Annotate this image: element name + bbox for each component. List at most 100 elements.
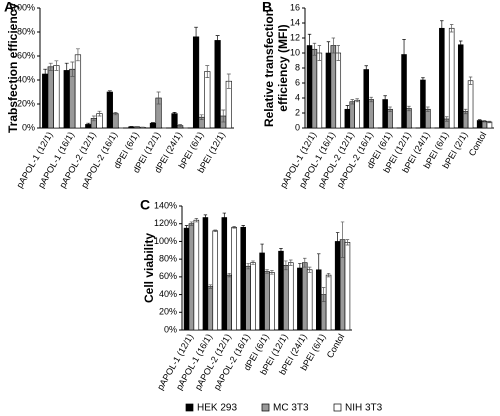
- y-tick-label: 14: [290, 17, 300, 27]
- error-bar: [107, 90, 112, 94]
- bar: HEK 293: [297, 267, 303, 331]
- error-bar: [307, 33, 312, 58]
- bar: HEK 293: [259, 252, 265, 331]
- y-tick-label: 12: [290, 32, 300, 42]
- y-tick-label: 8: [295, 62, 300, 72]
- bar: MC 3T3: [226, 274, 232, 331]
- error-bar: [129, 126, 134, 128]
- error-bar: [232, 226, 236, 229]
- bar: HEK 293: [171, 113, 178, 129]
- bar: NIH 3T3: [53, 65, 60, 129]
- bar: MC 3T3: [188, 223, 195, 331]
- bar: MC 3T3: [69, 68, 76, 129]
- bar: NIH 3T3: [193, 219, 200, 331]
- error-bar: [284, 260, 288, 271]
- y-tick-label: 6: [295, 77, 300, 87]
- bar: HEK 293: [334, 241, 341, 331]
- bar: MC 3T3: [311, 48, 318, 129]
- x-tick-label: Contol: [325, 332, 347, 360]
- error-bar: [265, 269, 269, 274]
- error-bar: [279, 248, 283, 255]
- error-bar: [326, 41, 331, 65]
- error-bar: [388, 106, 392, 112]
- error-bar: [97, 110, 102, 117]
- error-bar: [369, 96, 373, 103]
- error-bar: [156, 91, 161, 105]
- y-tick-label: 80%: [17, 26, 35, 36]
- bar: HEK 293: [106, 91, 113, 129]
- error-bar: [135, 126, 139, 128]
- error-bar: [75, 48, 80, 62]
- bar: NIH 3T3: [269, 272, 275, 331]
- bar: MC 3T3: [330, 45, 337, 129]
- error-bar: [150, 122, 155, 125]
- panel-label: C: [140, 197, 150, 213]
- error-bar: [221, 109, 226, 123]
- error-bar: [184, 225, 189, 232]
- y-tick-label: 100%: [154, 236, 177, 246]
- error-bar: [350, 99, 354, 105]
- error-bar: [64, 62, 69, 78]
- bar: NIH 3T3: [204, 71, 211, 129]
- bar: HEK 293: [439, 27, 445, 129]
- error-bar: [407, 105, 411, 112]
- bar: MC 3T3: [245, 265, 251, 331]
- error-bar: [307, 266, 312, 273]
- error-bar: [199, 114, 204, 120]
- y-tick-label: 20%: [17, 98, 35, 108]
- error-bar: [113, 112, 118, 116]
- error-bar: [345, 105, 350, 114]
- bar: MC 3T3: [368, 99, 374, 129]
- error-bar: [70, 61, 75, 77]
- error-bar: [383, 95, 387, 104]
- error-bar: [270, 270, 274, 275]
- error-bar: [402, 39, 406, 70]
- error-bar: [48, 62, 53, 71]
- error-bar: [459, 40, 463, 49]
- bar: HEK 293: [306, 45, 313, 129]
- error-bar: [445, 116, 449, 122]
- bar: NIH 3T3: [344, 242, 351, 331]
- panel-label: B: [262, 0, 272, 15]
- bar: MC 3T3: [387, 108, 393, 129]
- error-bar: [321, 287, 326, 303]
- error-bar: [477, 119, 482, 122]
- error-bar: [449, 24, 454, 33]
- y-axis-title: Relative transfection: [262, 9, 276, 127]
- bar: HEK 293: [183, 227, 190, 331]
- error-bar: [482, 120, 487, 123]
- bar: NIH 3T3: [306, 269, 313, 331]
- bar: MC 3T3: [207, 286, 214, 331]
- bar: MC 3T3: [302, 262, 308, 331]
- error-bar: [317, 253, 321, 287]
- legend-label: MC 3T3: [273, 403, 309, 414]
- error-bar: [241, 225, 245, 230]
- y-tick-label: 60%: [17, 50, 35, 60]
- error-bar: [172, 112, 177, 116]
- bar: MC 3T3: [349, 101, 356, 129]
- error-bar: [54, 60, 59, 71]
- error-bar: [222, 212, 227, 223]
- error-bar: [203, 214, 208, 221]
- error-bar: [215, 35, 220, 46]
- bar: NIH 3T3: [448, 27, 455, 129]
- y-tick-label: 4: [295, 92, 300, 102]
- bar: HEK 293: [240, 226, 246, 331]
- bar: NIH 3T3: [325, 274, 332, 331]
- error-bar: [194, 26, 199, 47]
- y-tick-label: 0: [295, 122, 300, 132]
- bar: HEK 293: [457, 44, 464, 129]
- bar: NIH 3T3: [74, 54, 82, 129]
- error-bar: [178, 124, 183, 128]
- y-tick-label: 120%: [154, 218, 177, 228]
- error-bar: [251, 260, 255, 265]
- error-bar: [440, 20, 444, 37]
- bar: HEK 293: [42, 73, 49, 129]
- bar: HEK 293: [214, 40, 221, 129]
- bar: MC 3T3: [47, 66, 54, 129]
- error-bar: [208, 284, 213, 289]
- error-bar: [487, 120, 492, 124]
- error-bar: [345, 239, 350, 246]
- bar: NIH 3T3: [231, 226, 237, 331]
- error-bar: [91, 115, 96, 122]
